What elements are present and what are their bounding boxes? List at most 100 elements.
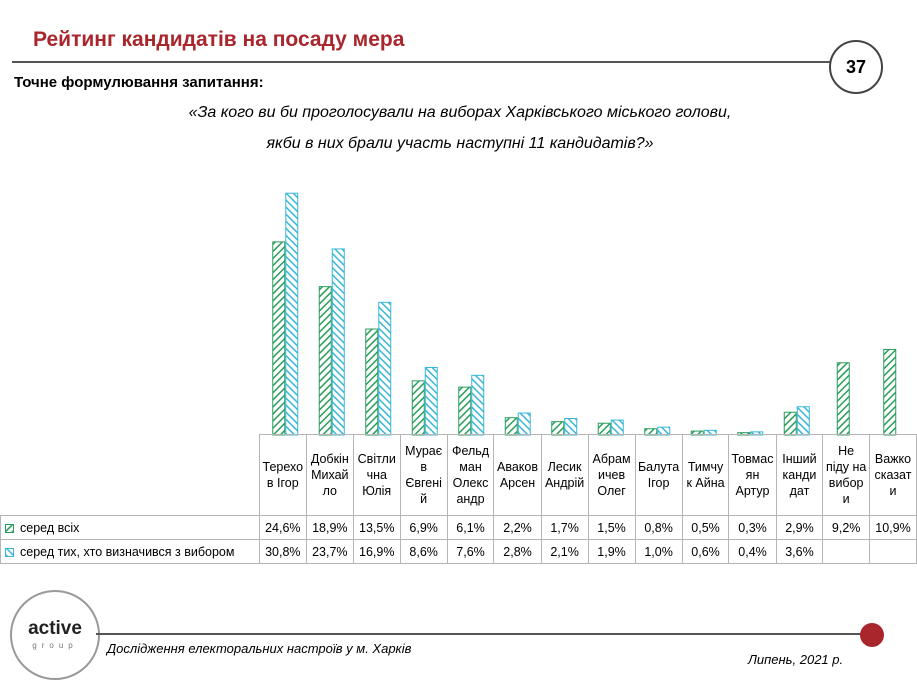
category-label-cell: Абрам ичев Олег xyxy=(587,434,636,516)
data-table: Терехо в Ігор Добкін Михай ло Світли чна Юлія Му… xyxy=(0,434,917,564)
category-label-cell: Мурає в Євгені й xyxy=(399,434,448,516)
category-label: в xyxy=(420,460,427,474)
bar-all-3 xyxy=(365,328,379,436)
value-cell xyxy=(822,539,870,564)
value-cell: 6,1% xyxy=(446,515,495,540)
bar-decided-2 xyxy=(331,248,345,436)
category-label: Артур xyxy=(735,484,770,498)
category-label: и xyxy=(842,492,850,506)
value-cell: 24,6% xyxy=(258,515,307,540)
legend-swatch-green-icon xyxy=(5,523,14,533)
category-label: Олекс xyxy=(452,476,489,490)
category-label: ичев xyxy=(598,468,626,482)
value-cell: 2,9% xyxy=(775,515,824,540)
category-label: Олег xyxy=(597,484,626,498)
bar-all-13 xyxy=(836,362,850,436)
value-cell: 2,2% xyxy=(493,515,542,540)
value-cell: 30,8% xyxy=(258,539,307,564)
footer-dot xyxy=(860,623,884,647)
bar-all-2 xyxy=(318,286,332,436)
value-cell: 0,8% xyxy=(634,515,683,540)
category-label: ло xyxy=(322,484,338,498)
table-row: серед тих, хто визначився з вибором 30,8… xyxy=(0,539,917,564)
category-label: сказат xyxy=(874,468,912,482)
bar-decided-3 xyxy=(378,301,392,436)
category-label: Ігор xyxy=(647,476,670,490)
footer-date: Липень, 2021 р. xyxy=(748,652,844,667)
bar-decided-12 xyxy=(796,406,810,436)
category-label: Юлія xyxy=(362,484,392,498)
bar-decided-8 xyxy=(610,419,624,436)
value-cell: 3,6% xyxy=(775,539,824,564)
category-label: андр xyxy=(456,492,485,506)
category-label: піду на xyxy=(825,460,867,474)
table-header-row: Терехо в Ігор Добкін Михай ло Світли чна Юлія Му… xyxy=(1,434,917,516)
bar-decided-4 xyxy=(424,366,438,436)
question-label: Точне формулювання запитання: xyxy=(14,74,264,91)
bar-decided-1 xyxy=(285,192,299,436)
category-label: Світли xyxy=(357,452,396,466)
category-label: Абрам xyxy=(592,452,631,466)
bar-all-5 xyxy=(458,386,472,436)
category-label-cell: Світли чна Юлія xyxy=(352,434,401,516)
bar-all-1 xyxy=(272,241,286,436)
title-divider xyxy=(12,61,832,63)
bars-group xyxy=(272,192,897,436)
value-cell: 2,1% xyxy=(540,539,589,564)
category-label-cell: Терехо в Ігор xyxy=(258,434,307,516)
category-label: дат xyxy=(789,484,810,498)
category-label: Інший xyxy=(782,452,817,466)
category-label-cell: Лесик Андрій xyxy=(540,434,589,516)
value-cell: 18,9% xyxy=(305,515,354,540)
page-number: 37 xyxy=(829,40,883,94)
category-label: Аваков xyxy=(497,460,539,474)
category-label: Не xyxy=(838,444,855,458)
value-cell: 1,9% xyxy=(587,539,636,564)
category-label: Лесик xyxy=(547,460,582,474)
category-label-cell: Добкін Михай ло xyxy=(305,434,354,516)
category-label: Фельд xyxy=(451,444,490,458)
category-label: Тимчу xyxy=(687,460,724,474)
bar-all-6 xyxy=(504,417,518,436)
bar-decided-7 xyxy=(564,418,578,436)
table-row: серед всіх 24,6% 18,9% 13,5% 6,9% 6,1% 2,2% 1,… xyxy=(0,515,917,540)
value-cell xyxy=(869,539,917,564)
footer-study-name: Дослідження електоральних настроїв у м. … xyxy=(107,641,412,656)
category-label: Мурає xyxy=(405,444,443,458)
category-label-cell: Фельд ман Олекс андр xyxy=(446,434,495,516)
legend-swatch-blue-icon xyxy=(5,547,14,557)
category-label: и xyxy=(889,484,897,498)
value-cell: 7,6% xyxy=(446,539,495,564)
table-corner xyxy=(1,435,260,516)
slide-title: Рейтинг кандидатів на посаду мера xyxy=(33,28,405,51)
category-label-cell: Важко сказат и xyxy=(869,434,917,516)
series-name-cell: серед тих, хто визначився з вибором xyxy=(0,539,260,564)
bar-all-7 xyxy=(551,421,565,436)
category-label: к Айна xyxy=(686,476,725,490)
category-label-cell: Аваков Арсен xyxy=(493,434,542,516)
value-cell: 8,6% xyxy=(399,539,448,564)
category-label: Михай xyxy=(311,468,349,482)
category-label: вибор xyxy=(828,476,864,490)
category-label: й xyxy=(420,492,428,506)
bar-decided-5 xyxy=(471,374,485,436)
category-label: Арсен xyxy=(499,476,536,490)
category-label: канди xyxy=(782,468,817,482)
value-cell: 13,5% xyxy=(352,515,401,540)
category-label: в Ігор xyxy=(266,476,299,490)
category-label-cell: Не піду на вибор и xyxy=(822,434,870,516)
value-cell: 6,9% xyxy=(399,515,448,540)
question-text-line1: «За кого ви би проголосували на виборах … xyxy=(188,104,732,121)
bar-all-4 xyxy=(411,380,425,436)
value-cell: 0,5% xyxy=(681,515,730,540)
bar-all-14 xyxy=(883,348,897,436)
category-label-cell: Інший канди дат xyxy=(775,434,824,516)
value-cell: 1,7% xyxy=(540,515,589,540)
series-name-label: серед тих, хто визначився з вибором xyxy=(20,544,235,559)
series-name-cell: серед всіх xyxy=(0,515,260,540)
value-cell: 16,9% xyxy=(352,539,401,564)
value-cell: 9,2% xyxy=(822,515,870,540)
series-name-label: серед всіх xyxy=(20,520,80,535)
footer-divider xyxy=(96,633,866,635)
